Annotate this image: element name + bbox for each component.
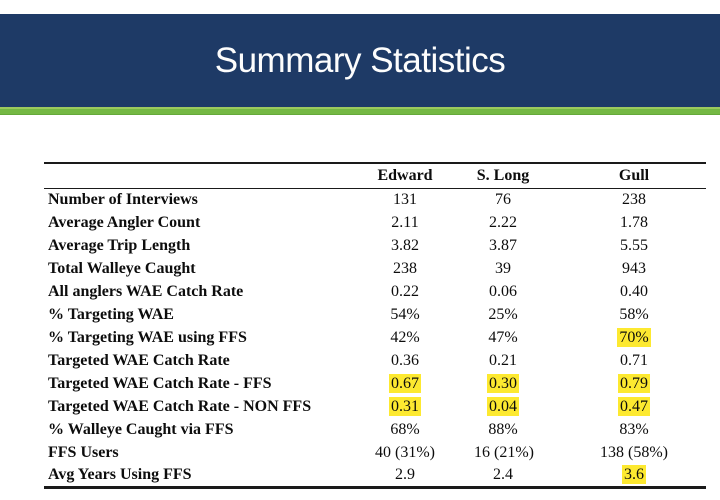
table-row: Avg Years Using FFS 2.9 2.4 3.6 bbox=[44, 464, 706, 487]
cell-value: 2.22 bbox=[489, 213, 517, 231]
page-title: Summary Statistics bbox=[214, 40, 506, 80]
cell-value: 42% bbox=[390, 328, 420, 346]
row-label: % Targeting WAE bbox=[48, 305, 174, 323]
cell-value: 25% bbox=[488, 305, 518, 323]
cell-value: 16 (21%) bbox=[474, 443, 534, 461]
title-banner: Summary Statistics bbox=[0, 14, 720, 107]
cell-value: 0.06 bbox=[489, 282, 517, 300]
cell-value: 83% bbox=[619, 420, 649, 438]
row-label: % Walleye Caught via FFS bbox=[48, 420, 234, 438]
cell-value: 0.47 bbox=[532, 395, 706, 418]
table-row: % Targeting WAE using FFS 42% 47% 70% bbox=[44, 326, 706, 349]
row-label: FFS Users bbox=[48, 443, 119, 461]
row-label: Avg Years Using FFS bbox=[48, 465, 192, 483]
cell-value: 47% bbox=[488, 328, 518, 346]
column-header-blank bbox=[44, 163, 336, 188]
table-row: FFS Users 40 (31%) 16 (21%) 138 (58%) bbox=[44, 441, 706, 464]
highlighted-value: 0.30 bbox=[487, 373, 519, 393]
cell-value: 70% bbox=[532, 326, 706, 349]
cell-value: 0.40 bbox=[620, 282, 648, 300]
table-row: Average Trip Length 3.82 3.87 5.55 bbox=[44, 234, 706, 257]
cell-value: 2.9 bbox=[395, 465, 415, 483]
cell-value: 39 bbox=[495, 259, 511, 277]
cell-value: 0.36 bbox=[391, 351, 419, 369]
table-row: All anglers WAE Catch Rate 0.22 0.06 0.40 bbox=[44, 280, 706, 303]
highlighted-value: 70% bbox=[617, 327, 651, 347]
cell-value: 40 (31%) bbox=[375, 443, 435, 461]
cell-value: 238 bbox=[622, 190, 646, 208]
summary-table-container: Edward S. Long Gull Number of Interviews… bbox=[44, 162, 706, 489]
highlighted-value: 0.04 bbox=[487, 396, 519, 416]
cell-value: 76 bbox=[495, 190, 511, 208]
table-row: % Targeting WAE 54% 25% 58% bbox=[44, 303, 706, 326]
cell-value: 3.6 bbox=[532, 464, 706, 487]
cell-value: 3.82 bbox=[391, 236, 419, 254]
highlighted-value: 0.79 bbox=[618, 373, 650, 393]
row-label: % Targeting WAE using FFS bbox=[48, 328, 247, 346]
cell-value: 68% bbox=[390, 420, 420, 438]
column-header-s-long: S. Long bbox=[476, 166, 530, 184]
cell-value: 3.87 bbox=[489, 236, 517, 254]
cell-value: 0.71 bbox=[620, 351, 648, 369]
row-label: Targeted WAE Catch Rate - FFS bbox=[48, 374, 272, 392]
row-label: Average Trip Length bbox=[48, 236, 191, 254]
cell-value: 0.22 bbox=[391, 282, 419, 300]
cell-value: 2.4 bbox=[493, 465, 513, 483]
accent-stripe bbox=[0, 107, 720, 115]
cell-value: 88% bbox=[488, 420, 518, 438]
table-row: Total Walleye Caught 238 39 943 bbox=[44, 257, 706, 280]
cell-value: 238 bbox=[393, 259, 417, 277]
row-label: Total Walleye Caught bbox=[48, 259, 196, 277]
table-row: Targeted WAE Catch Rate - NON FFS 0.31 0.0… bbox=[44, 395, 706, 418]
row-label: Average Angler Count bbox=[48, 213, 201, 231]
table-header-row: Edward S. Long Gull bbox=[44, 163, 706, 188]
highlighted-value: 0.31 bbox=[389, 396, 421, 416]
cell-value: 0.21 bbox=[489, 351, 517, 369]
table-row: Targeted WAE Catch Rate 0.36 0.21 0.71 bbox=[44, 349, 706, 372]
cell-value: 2.11 bbox=[391, 213, 419, 231]
table-row: % Walleye Caught via FFS 68% 88% 83% bbox=[44, 418, 706, 441]
cell-value: 138 (58%) bbox=[600, 443, 668, 461]
cell-value: 1.78 bbox=[620, 213, 648, 231]
cell-value: 943 bbox=[622, 259, 646, 277]
summary-table-body: Number of Interviews 131 76 238 Average Angl… bbox=[44, 188, 706, 487]
row-label: Targeted WAE Catch Rate bbox=[48, 351, 230, 369]
row-label: Targeted WAE Catch Rate - NON FFS bbox=[48, 397, 312, 415]
summary-table: Edward S. Long Gull Number of Interviews… bbox=[44, 162, 706, 489]
cell-value: 0.31 bbox=[336, 395, 474, 418]
cell-value: 58% bbox=[619, 305, 649, 323]
cell-value: 0.79 bbox=[532, 372, 706, 395]
table-row: Average Angler Count 2.11 2.22 1.78 bbox=[44, 211, 706, 234]
highlighted-value: 3.6 bbox=[622, 464, 646, 484]
cell-value: 0.04 bbox=[474, 395, 532, 418]
highlighted-value: 0.47 bbox=[618, 396, 650, 416]
column-header-edward: Edward bbox=[377, 166, 433, 184]
cell-value: 131 bbox=[393, 190, 417, 208]
cell-value: 5.55 bbox=[620, 236, 648, 254]
row-label: Number of Interviews bbox=[48, 190, 198, 208]
column-header-gull: Gull bbox=[618, 166, 650, 184]
highlighted-value: 0.67 bbox=[389, 373, 421, 393]
row-label: All anglers WAE Catch Rate bbox=[48, 282, 244, 300]
cell-value: 0.67 bbox=[336, 372, 474, 395]
cell-value: 0.30 bbox=[474, 372, 532, 395]
cell-value: 54% bbox=[390, 305, 420, 323]
table-row: Targeted WAE Catch Rate - FFS 0.67 0.30 0.7… bbox=[44, 372, 706, 395]
table-row: Number of Interviews 131 76 238 bbox=[44, 188, 706, 211]
